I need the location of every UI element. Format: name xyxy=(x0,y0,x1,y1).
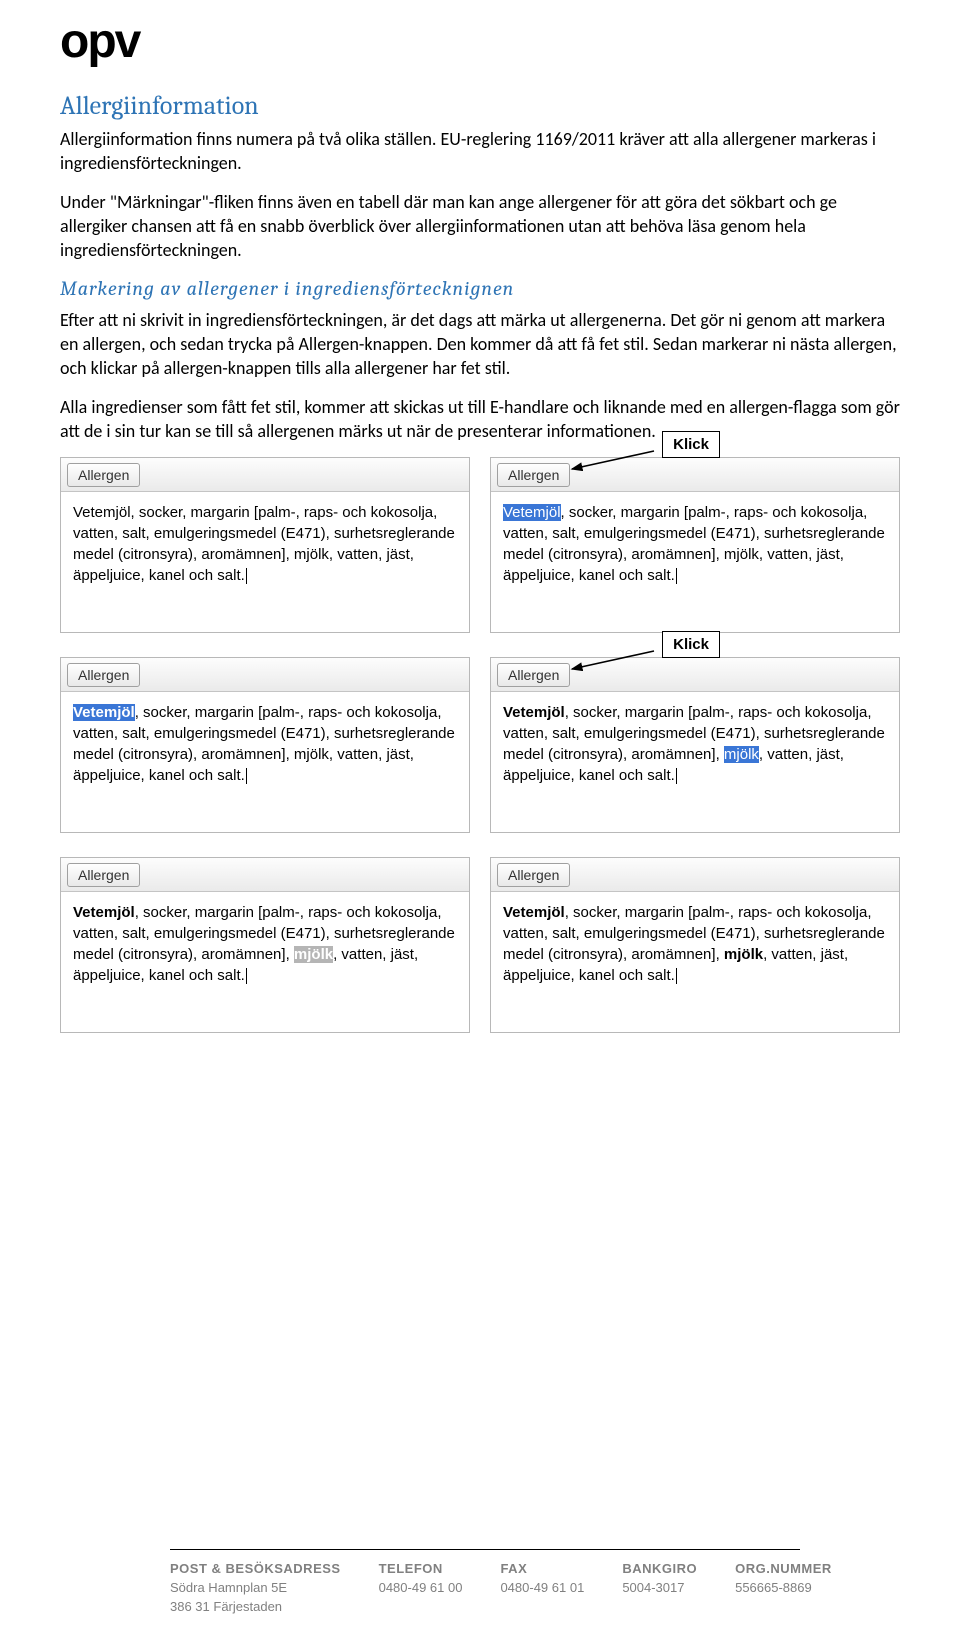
page-footer: POST & BESÖKSADRESS Södra Hamnplan 5E 38… xyxy=(60,1549,900,1617)
page-title: Allergiinformation xyxy=(60,91,900,121)
ingredient-text[interactable]: Vetemjöl, socker, margarin [palm-, raps-… xyxy=(61,692,469,832)
bold-text: Vetemjöl xyxy=(73,904,135,921)
logo: opv xyxy=(60,20,900,63)
footer-label: BANKGIRO xyxy=(622,1560,697,1579)
footer-line1: 0480-49 61 01 xyxy=(500,1579,584,1598)
ingredient-text[interactable]: Vetemjöl, socker, margarin [palm-, raps-… xyxy=(491,892,899,1032)
paragraph-4: Alla ingredienser som fått fet stil, kom… xyxy=(60,395,900,444)
allergen-button[interactable]: Allergen xyxy=(67,463,140,487)
footer-line1: 556665-8869 xyxy=(735,1579,832,1598)
ingredient-text[interactable]: Vetemjöl, socker, margarin [palm-, raps-… xyxy=(61,892,469,1032)
arrow-icon xyxy=(566,647,656,677)
allergen-button[interactable]: Allergen xyxy=(497,463,570,487)
panel-header: Allergen xyxy=(491,658,899,692)
example-row-1: Klick Allergen Vetemjöl, socker, margari… xyxy=(60,457,900,633)
allergen-button[interactable]: Allergen xyxy=(67,863,140,887)
text-cursor xyxy=(675,967,677,984)
allergen-button[interactable]: Allergen xyxy=(497,863,570,887)
arrow-icon xyxy=(566,447,656,477)
text-cursor xyxy=(675,567,677,584)
ingredient-panel-1a: Allergen Vetemjöl, socker, margarin [pal… xyxy=(60,457,470,633)
ingredient-text[interactable]: Vetemjöl, socker, margarin [palm-, raps-… xyxy=(61,492,469,632)
footer-fax: FAX 0480-49 61 01 xyxy=(500,1560,584,1617)
klick-callout-2: Klick xyxy=(662,631,720,658)
example-row-3: Allergen Vetemjöl, socker, margarin [pal… xyxy=(60,857,900,1033)
panel-header: Allergen xyxy=(491,858,899,892)
allergen-button[interactable]: Allergen xyxy=(497,663,570,687)
ingredient-panel-1b: Allergen Vetemjöl, socker, margarin [pal… xyxy=(490,457,900,633)
text: Vetemjöl, socker, margarin [palm-, raps-… xyxy=(73,504,455,584)
selected-bold-text: Vetemjöl xyxy=(73,704,135,721)
footer-line1: Södra Hamnplan 5E xyxy=(170,1579,341,1598)
ingredient-text[interactable]: Vetemjöl, socker, margarin [palm-, raps-… xyxy=(491,492,899,632)
selected-grey-text: mjölk xyxy=(294,946,333,963)
paragraph-3: Efter att ni skrivit in ingrediensförtec… xyxy=(60,308,900,381)
bold-text: mjölk xyxy=(724,946,763,963)
footer-bankgiro: BANKGIRO 5004-3017 xyxy=(622,1560,697,1617)
footer-line1: 5004-3017 xyxy=(622,1579,697,1598)
footer-label: POST & BESÖKSADRESS xyxy=(170,1560,341,1579)
footer-line1: 0480-49 61 00 xyxy=(379,1579,463,1598)
text-cursor xyxy=(245,567,247,584)
text-cursor xyxy=(245,967,247,984)
subheading-marking: Markering av allergener i ingrediensfört… xyxy=(60,277,900,300)
paragraph-1: Allergiinformation finns numera på två o… xyxy=(60,127,900,176)
panel-header: Allergen xyxy=(61,458,469,492)
footer-label: TELEFON xyxy=(379,1560,463,1579)
ingredient-panel-2a: Allergen Vetemjöl, socker, margarin [pal… xyxy=(60,657,470,833)
ingredient-panel-2b: Allergen Vetemjöl, socker, margarin [pal… xyxy=(490,657,900,833)
footer-phone: TELEFON 0480-49 61 00 xyxy=(379,1560,463,1617)
ingredient-panel-3a: Allergen Vetemjöl, socker, margarin [pal… xyxy=(60,857,470,1033)
footer-label: ORG.NUMMER xyxy=(735,1560,832,1579)
panel-header: Allergen xyxy=(61,658,469,692)
ingredient-text[interactable]: Vetemjöl, socker, margarin [palm-, raps-… xyxy=(491,692,899,832)
footer-label: FAX xyxy=(500,1560,584,1579)
paragraph-2: Under "Märkningar"-fliken finns även en … xyxy=(60,190,900,263)
ingredient-panel-3b: Allergen Vetemjöl, socker, margarin [pal… xyxy=(490,857,900,1033)
bold-text: Vetemjöl xyxy=(503,904,565,921)
selected-text: mjölk xyxy=(724,746,759,763)
text-cursor xyxy=(675,767,677,784)
panel-header: Allergen xyxy=(61,858,469,892)
allergen-button[interactable]: Allergen xyxy=(67,663,140,687)
example-row-2: Klick Allergen Vetemjöl, socker, margari… xyxy=(60,657,900,833)
footer-columns: POST & BESÖKSADRESS Södra Hamnplan 5E 38… xyxy=(170,1560,900,1617)
selected-text: Vetemjöl xyxy=(503,504,561,521)
klick-callout-1: Klick xyxy=(662,431,720,458)
footer-orgnumber: ORG.NUMMER 556665-8869 xyxy=(735,1560,832,1617)
text-cursor xyxy=(245,767,247,784)
footer-line2: 386 31 Färjestaden xyxy=(170,1598,341,1617)
text: , socker, margarin [palm-, raps- och kok… xyxy=(503,504,885,584)
panel-header: Allergen xyxy=(491,458,899,492)
footer-divider xyxy=(170,1549,800,1550)
footer-address: POST & BESÖKSADRESS Södra Hamnplan 5E 38… xyxy=(170,1560,341,1617)
bold-text: Vetemjöl xyxy=(503,704,565,721)
